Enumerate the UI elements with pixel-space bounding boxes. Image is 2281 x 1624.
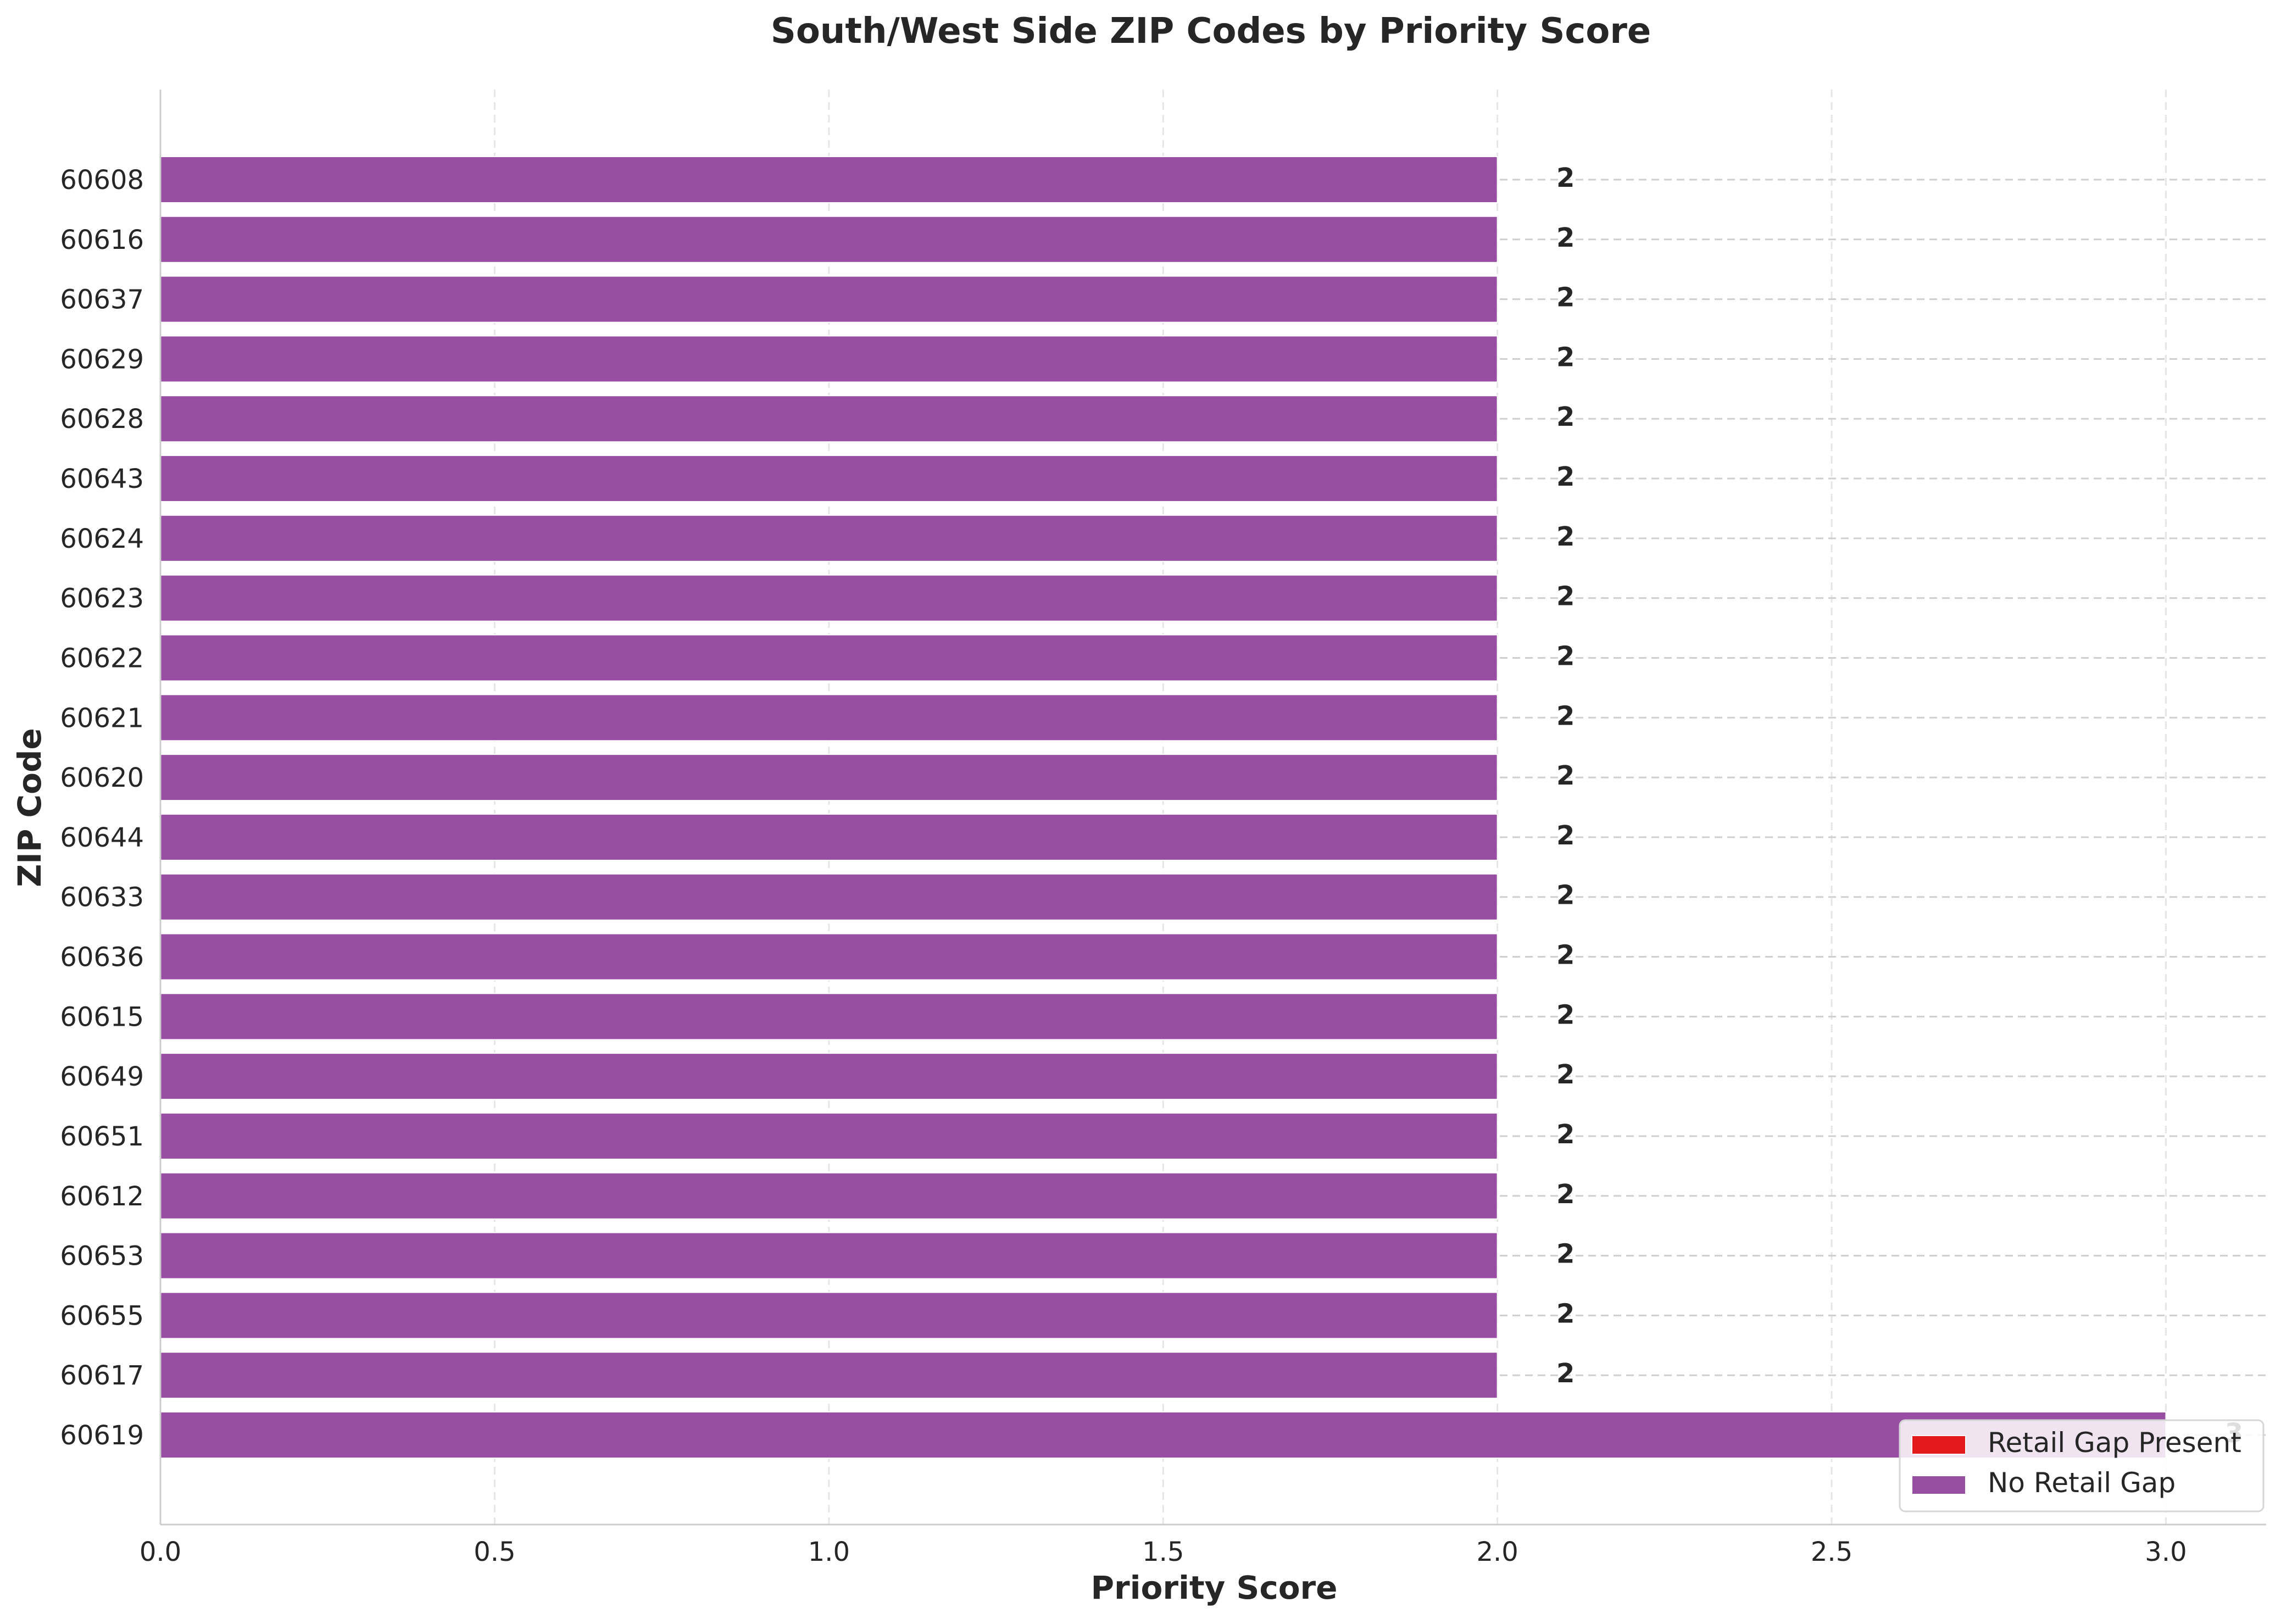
value-label: 2	[1556, 999, 1575, 1030]
value-label: 2	[1556, 402, 1575, 432]
y-tick-label: 60621	[60, 703, 144, 733]
legend-swatch-retail-gap	[1911, 1435, 1966, 1455]
y-tick-label: 60651	[60, 1121, 144, 1152]
bar-60644	[160, 813, 1498, 861]
value-label: 2	[1556, 1358, 1575, 1389]
value-label: 2	[1556, 282, 1575, 313]
y-tick-label: 60619	[60, 1420, 144, 1451]
y-tick-label: 60615	[60, 1002, 144, 1032]
value-label: 2	[1556, 700, 1575, 731]
value-label: 2	[1556, 581, 1575, 612]
bar-60608	[160, 156, 1498, 203]
y-tick-label: 60617	[60, 1360, 144, 1391]
x-tick-label: 1.5	[1142, 1537, 1184, 1567]
y-tick-label: 60644	[60, 822, 144, 853]
y-tick-label: 60649	[60, 1061, 144, 1092]
legend: Retail Gap Present No Retail Gap	[1899, 1419, 2265, 1512]
value-label: 2	[1556, 1239, 1575, 1270]
y-tick-label: 60643	[60, 464, 144, 494]
value-label: 2	[1556, 521, 1575, 552]
y-tick-label: 60633	[60, 882, 144, 913]
bar-60617	[160, 1352, 1498, 1399]
value-label: 2	[1556, 1119, 1575, 1150]
y-tick-label: 60620	[60, 763, 144, 793]
value-label: 2	[1556, 641, 1575, 671]
legend-box	[1899, 1419, 2265, 1512]
y-tick-label: 60628	[60, 404, 144, 435]
bar-60633	[160, 873, 1498, 921]
bar-60624	[160, 514, 1498, 562]
value-label: 2	[1556, 880, 1575, 911]
bar-60636	[160, 933, 1498, 981]
bar-60621	[160, 694, 1498, 742]
bar-60629	[160, 335, 1498, 383]
bar-60620	[160, 754, 1498, 802]
axes-layer	[159, 90, 2266, 1526]
bar-60616	[160, 215, 1498, 263]
x-tick-label: 0.5	[474, 1537, 515, 1567]
x-axis-title: Priority Score	[1091, 1569, 1338, 1606]
y-axis-title: ZIP Code	[11, 728, 48, 887]
x-tick-label: 0.0	[140, 1537, 181, 1567]
value-label: 2	[1556, 1179, 1575, 1210]
bar-60612	[160, 1172, 1498, 1220]
value-label: 2	[1556, 820, 1575, 851]
y-tick-label: 60622	[60, 643, 144, 674]
y-tick-label: 60612	[60, 1181, 144, 1212]
y-tick-label: 60624	[60, 524, 144, 554]
chart-title: South/West Side ZIP Codes by Priority Sc…	[771, 11, 1651, 52]
bar-60615	[160, 993, 1498, 1041]
legend-label-retail-gap: Retail Gap Present	[1988, 1427, 2241, 1459]
bar-60619	[160, 1411, 2167, 1459]
value-label: 2	[1556, 1059, 1575, 1090]
bar-60623	[160, 574, 1498, 622]
value-label: 2	[1556, 461, 1575, 492]
bar-60643	[160, 455, 1498, 503]
legend-label-no-retail-gap: No Retail Gap	[1988, 1467, 2176, 1499]
bar-60637	[160, 275, 1498, 323]
bar-60655	[160, 1292, 1498, 1339]
value-label: 2	[1556, 940, 1575, 971]
x-tick-label: 2.0	[1476, 1537, 1518, 1567]
value-label: 2	[1556, 342, 1575, 372]
x-tick-label: 3.0	[2145, 1537, 2187, 1567]
y-tick-label: 60636	[60, 942, 144, 973]
y-tick-label: 60629	[60, 344, 144, 375]
y-tick-label: 60653	[60, 1241, 144, 1272]
legend-swatch-no-retail-gap	[1911, 1475, 1966, 1495]
bar-60628	[160, 395, 1498, 443]
y-tick-label: 60637	[60, 285, 144, 315]
bar-60649	[160, 1053, 1498, 1100]
y-tick-label: 60608	[60, 165, 144, 196]
x-tick-label: 2.5	[1811, 1537, 1852, 1567]
y-tick-label: 60616	[60, 225, 144, 255]
y-tick-label: 60623	[60, 583, 144, 614]
x-tick-label: 1.0	[808, 1537, 850, 1567]
bar-60653	[160, 1232, 1498, 1280]
value-label: 2	[1556, 223, 1575, 253]
ticks-layer: 0.0 0.5 1.0 1.5 2.0 2.5 3.0 60608 60616 60637 6062…	[60, 165, 2187, 1567]
value-label: 2	[1556, 163, 1575, 193]
value-labels-layer: 2222222222222222222223	[1556, 163, 2243, 1449]
value-label: 2	[1556, 1298, 1575, 1329]
bars-layer	[160, 156, 2167, 1459]
value-label: 2	[1556, 760, 1575, 791]
bar-60651	[160, 1112, 1498, 1160]
y-tick-label: 60655	[60, 1300, 144, 1331]
bar-60622	[160, 634, 1498, 682]
